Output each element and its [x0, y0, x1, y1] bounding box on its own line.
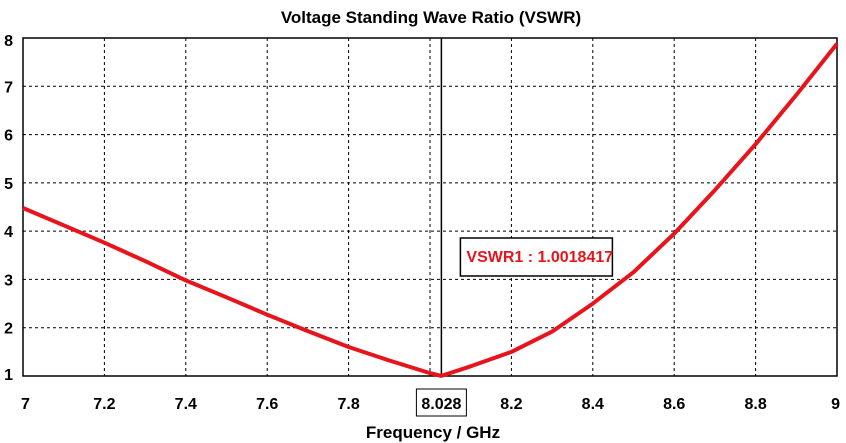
marker-label-box: VSWR1 : 1.0018417: [459, 237, 613, 277]
x-tick-label: 8.6: [663, 396, 685, 413]
x-tick-label: 7.6: [256, 396, 278, 413]
y-tick-label: 6: [4, 128, 13, 145]
x-tick-label: 8.4: [582, 396, 604, 413]
x-tick-label: 8.2: [500, 396, 522, 413]
x-tick-label: 7.8: [337, 396, 359, 413]
chart-title: Voltage Standing Wave Ratio (VSWR): [281, 8, 581, 27]
x-tick-label: 7.4: [175, 396, 197, 413]
x-tick-label: 7.2: [93, 396, 115, 413]
plot-frame: [22, 37, 838, 377]
marker-label: VSWR1 : 1.0018417: [466, 249, 613, 266]
y-tick-label: 8: [4, 33, 13, 50]
x-tick-label: 8.8: [744, 396, 766, 413]
marker-x-label-box: 8.028: [415, 388, 467, 417]
vswr-series-line: [22, 42, 839, 378]
grid-layer: [23, 38, 837, 376]
x-tick-label: 9: [831, 396, 840, 413]
y-tick-label: 3: [4, 272, 13, 289]
y-tick-label: 4: [4, 224, 13, 241]
x-tick-label: 7: [21, 396, 30, 413]
marker-x-label: 8.028: [421, 396, 461, 413]
x-axis-label: Frequency / GHz: [366, 423, 500, 442]
tick-layer: 7 7.2 7.4 7.6 7.8 8.2 8.4 8.6 8.8 9 1 2 3 4 5 6 7 8: [4, 33, 840, 413]
y-tick-label: 1: [4, 367, 13, 384]
y-tick-label: 2: [4, 321, 13, 338]
y-tick-label: 5: [4, 176, 13, 193]
y-tick-label: 7: [4, 79, 13, 96]
